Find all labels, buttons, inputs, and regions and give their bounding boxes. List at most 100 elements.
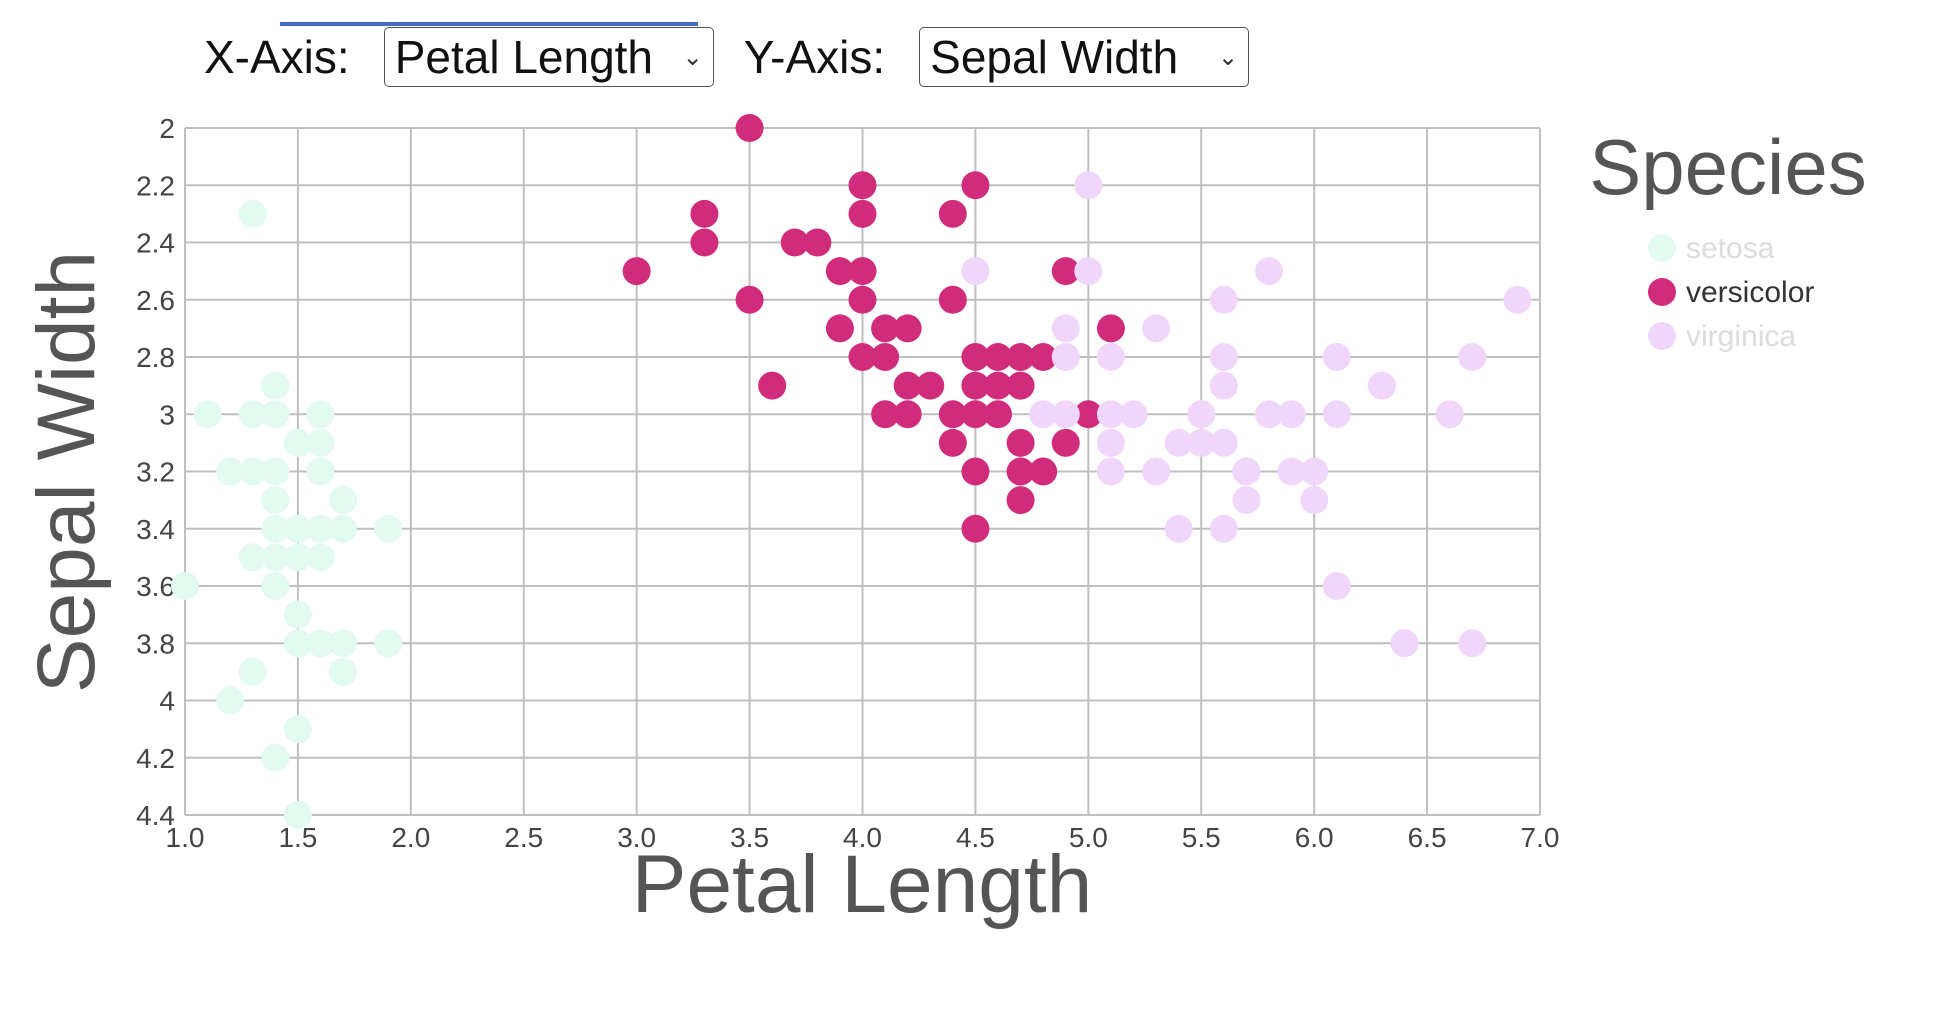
virginica-point — [1322, 400, 1351, 429]
legend: Species setosa versicolor virginica — [1589, 123, 1867, 353]
legend-swatch — [1648, 234, 1676, 262]
x-tick-label: 5.5 — [1182, 822, 1221, 853]
y-tick-label: 2.4 — [136, 228, 175, 259]
versicolor-point — [848, 257, 877, 286]
x-axis-select[interactable]: Petal Length ⌄ — [383, 27, 714, 87]
setosa-point — [283, 600, 312, 629]
versicolor-point — [938, 400, 967, 429]
setosa-point — [261, 457, 290, 486]
y-tick-label: 4.4 — [136, 800, 175, 831]
x-tick-label: 6.0 — [1295, 822, 1334, 853]
versicolor-point — [825, 314, 854, 343]
versicolor-point — [984, 343, 1012, 371]
x-tick-label: 3.0 — [617, 822, 656, 853]
data-points — [171, 114, 1532, 829]
x-tick-label: 1.0 — [166, 822, 205, 853]
y-tick-label: 2.2 — [136, 170, 175, 201]
versicolor-point — [961, 171, 990, 200]
virginica-point — [1096, 343, 1125, 371]
setosa-point — [283, 715, 312, 744]
legend-item-versicolor[interactable]: versicolor — [1648, 276, 1814, 309]
legend-label: virginica — [1686, 320, 1796, 353]
x-tick-label: 6.5 — [1408, 822, 1447, 853]
versicolor-point — [758, 371, 787, 400]
legend-swatch — [1648, 278, 1676, 306]
setosa-point — [216, 457, 245, 486]
legend-label: versicolor — [1686, 276, 1814, 309]
grid-lines — [184, 127, 1541, 816]
chevron-down-icon: ⌄ — [1218, 43, 1239, 71]
versicolor-point — [893, 371, 922, 400]
versicolor-point — [848, 199, 877, 228]
x-tick-labels: 1.0 1.5 2.0 2.5 3.0 3.5 4.0 4.5 5.0 5.5 6.0 6.5 7.0 — [166, 822, 1560, 853]
versicolor-point — [984, 400, 1012, 429]
setosa-point — [283, 543, 312, 572]
setosa-point — [329, 486, 358, 515]
virginica-point — [1051, 400, 1080, 429]
setosa-point — [261, 514, 290, 543]
virginica-point — [1277, 400, 1306, 429]
setosa-point — [261, 572, 290, 600]
y-tick-label: 4.2 — [136, 743, 175, 774]
y-tick-label: 3 — [159, 399, 175, 430]
versicolor-point — [938, 199, 967, 228]
y-tick-label: 3.2 — [136, 457, 175, 488]
chevron-down-icon: ⌄ — [682, 43, 703, 71]
versicolor-point — [961, 514, 990, 543]
versicolor-point — [1006, 343, 1035, 371]
tab-underline — [280, 22, 698, 26]
setosa-point — [374, 514, 403, 543]
versicolor-point — [1006, 486, 1035, 515]
versicolor-point — [1006, 428, 1035, 457]
x-tick-label: 7.0 — [1521, 822, 1560, 853]
setosa-point — [261, 400, 290, 429]
x-tick-label: 4.5 — [956, 822, 995, 853]
versicolor-point — [916, 371, 945, 400]
virginica-point — [1255, 257, 1283, 286]
legend-item-setosa[interactable]: setosa — [1648, 232, 1775, 265]
setosa-point — [261, 486, 290, 515]
y-axis-select[interactable]: Sepal Width ⌄ — [919, 27, 1250, 87]
setosa-point — [171, 572, 199, 600]
virginica-point — [1164, 428, 1193, 457]
setosa-point — [283, 428, 312, 457]
virginica-point — [1096, 457, 1125, 486]
virginica-point — [1187, 428, 1216, 457]
virginica-point — [1390, 629, 1419, 658]
setosa-point — [374, 629, 403, 658]
legend-items: setosa versicolor virginica — [1648, 232, 1814, 353]
versicolor-point — [961, 400, 990, 429]
setosa-point — [238, 457, 267, 486]
setosa-point — [283, 629, 312, 658]
virginica-point — [1255, 400, 1283, 429]
versicolor-point — [1051, 257, 1080, 286]
x-tick-label: 4.0 — [843, 822, 882, 853]
virginica-point — [1300, 457, 1329, 486]
virginica-point — [1119, 400, 1148, 429]
versicolor-point — [871, 343, 900, 371]
setosa-point — [261, 543, 290, 572]
versicolor-point — [622, 257, 651, 286]
x-axis-label: X-Axis: — [204, 31, 350, 83]
virginica-point — [1277, 457, 1306, 486]
setosa-point — [329, 657, 358, 686]
setosa-point — [238, 400, 267, 429]
virginica-point — [1322, 572, 1351, 600]
setosa-point — [306, 457, 335, 486]
virginica-point — [1164, 514, 1193, 543]
versicolor-point — [961, 457, 990, 486]
legend-item-virginica[interactable]: virginica — [1648, 320, 1796, 353]
virginica-point — [1051, 314, 1080, 343]
versicolor-point — [1096, 314, 1125, 343]
x-tick-label: 5.0 — [1069, 822, 1108, 853]
setosa-point — [193, 400, 222, 429]
virginica-point — [1232, 457, 1261, 486]
y-axis-title: Sepal Width — [21, 251, 112, 693]
y-tick-label: 4 — [159, 686, 175, 717]
axis-controls: X-Axis: Petal Length ⌄ Y-Axis: Sepal Wid… — [204, 26, 1250, 88]
virginica-point — [1209, 428, 1238, 457]
x-tick-label: 2.5 — [504, 822, 543, 853]
setosa-point — [329, 514, 358, 543]
virginica-point — [1142, 457, 1171, 486]
setosa-point — [329, 629, 358, 658]
